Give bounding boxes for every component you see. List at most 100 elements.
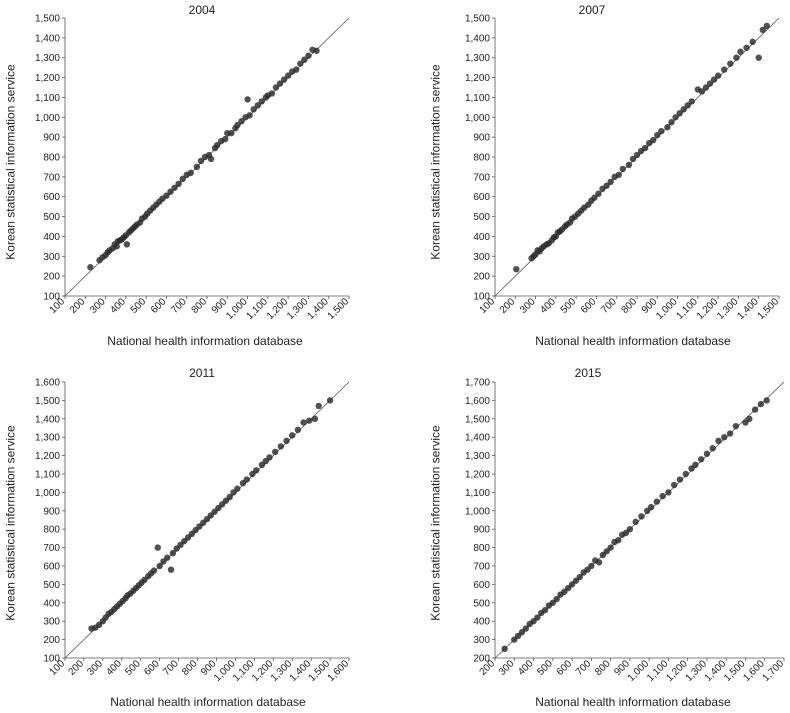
data-point <box>179 175 186 183</box>
data-point <box>721 66 728 73</box>
data-point <box>603 182 610 189</box>
data-point <box>534 614 541 621</box>
data-point <box>305 52 312 59</box>
panel-2007: 2007 Korean statistical information serv… <box>395 0 790 356</box>
y-tick-label: 400 <box>43 232 60 243</box>
panel-2004: 2004 Korean statistical information serv… <box>0 0 395 356</box>
data-point <box>243 476 250 483</box>
y-tick-label: 700 <box>473 172 490 183</box>
x-tick-label: 200 <box>68 296 88 316</box>
data-point <box>709 445 716 452</box>
x-tick-label: 400 <box>516 658 536 678</box>
data-point <box>175 180 182 188</box>
y-tick-label: 1,200 <box>35 73 60 84</box>
y-tick-label: 500 <box>43 580 60 591</box>
data-point <box>326 397 334 404</box>
y-tick-label: 500 <box>473 212 490 223</box>
y-tick-label: 1,300 <box>465 53 490 64</box>
data-point <box>228 129 235 137</box>
data-point <box>733 54 740 61</box>
x-tick-label: 400 <box>108 296 128 316</box>
y-tick-label: 400 <box>43 598 60 609</box>
data-point <box>123 241 131 248</box>
y-tick-label: 500 <box>473 598 490 609</box>
data-point <box>277 443 285 450</box>
y-tick-label: 1,200 <box>465 73 490 84</box>
y-tick-label: 200 <box>473 272 490 283</box>
data-point <box>650 136 657 144</box>
y-tick-label: 600 <box>43 192 60 203</box>
y-tick-label: 1,100 <box>465 488 490 499</box>
y-tick-label: 1,700 <box>465 378 490 389</box>
data-point <box>676 476 684 483</box>
data-point <box>272 84 280 91</box>
data-point <box>682 470 689 478</box>
x-tick-label: 1,500 <box>756 296 782 322</box>
x-axis-label: National health information database <box>535 334 731 348</box>
scatter-plot-2015: 2003004005006007008009001,0001,1001,2001… <box>465 378 786 684</box>
data-point <box>726 430 734 437</box>
data-point <box>250 106 257 113</box>
data-point <box>197 157 205 165</box>
x-tick-label: 200 <box>498 296 518 316</box>
y-tick-label: 300 <box>473 635 490 646</box>
x-tick-label: 800 <box>190 296 210 316</box>
y-tick-label: 700 <box>43 543 60 554</box>
data-point <box>234 122 241 129</box>
y-tick-label: 600 <box>473 192 490 203</box>
scatter-plot-2011: 1002003004005006007008009001,0001,1001,2… <box>35 378 351 684</box>
data-point <box>641 144 649 152</box>
data-point <box>187 169 194 177</box>
data-point <box>676 110 683 117</box>
data-point <box>576 573 583 581</box>
data-point <box>513 265 520 273</box>
data-point <box>193 163 201 171</box>
y-tick-label: 900 <box>43 506 60 517</box>
data-point <box>698 88 706 95</box>
data-point <box>763 397 770 404</box>
data-point <box>313 47 320 54</box>
data-point <box>710 76 718 83</box>
data-point <box>213 141 221 149</box>
y-tick-label: 1,400 <box>35 33 60 44</box>
data-point <box>633 151 641 159</box>
data-point <box>301 56 308 63</box>
x-tick-label: 800 <box>593 658 613 678</box>
data-point <box>171 184 178 191</box>
x-tick-label: 500 <box>129 296 149 316</box>
y-tick-label: 800 <box>43 525 60 536</box>
data-point <box>615 537 622 544</box>
data-point <box>619 165 626 173</box>
data-point <box>207 155 215 163</box>
data-point <box>706 80 714 87</box>
x-tick-label: 1,100 <box>675 296 701 322</box>
data-point <box>670 481 678 489</box>
y-tick-label: 1,400 <box>35 414 60 425</box>
data-point <box>156 562 163 570</box>
data-point <box>300 419 307 426</box>
x-tick-label: 300 <box>518 296 538 316</box>
y-tick-label: 800 <box>43 153 60 164</box>
data-point <box>154 544 161 551</box>
x-tick-label: 600 <box>579 296 599 316</box>
y-tick-label: 300 <box>43 252 60 263</box>
data-point <box>501 645 508 652</box>
data-point <box>315 402 322 410</box>
data-point <box>522 625 530 632</box>
y-tick-label: 1,500 <box>35 396 60 407</box>
y-tick-label: 1,500 <box>465 14 490 25</box>
data-point <box>688 98 695 105</box>
x-tick-label: 400 <box>104 658 124 678</box>
x-tick-label: 1,200 <box>265 296 291 322</box>
data-point <box>751 406 759 413</box>
data-point <box>163 192 170 199</box>
data-point <box>755 54 762 61</box>
data-point <box>293 66 300 73</box>
data-point <box>244 96 251 103</box>
x-axis-label: National health information database <box>107 334 303 348</box>
y-tick-label: 700 <box>43 172 60 183</box>
chart-title: 2004 <box>188 3 216 17</box>
panel-2015: 2015 Korean statistical information serv… <box>395 356 790 713</box>
data-point <box>588 562 595 570</box>
y-tick-label: 1,100 <box>35 93 60 104</box>
